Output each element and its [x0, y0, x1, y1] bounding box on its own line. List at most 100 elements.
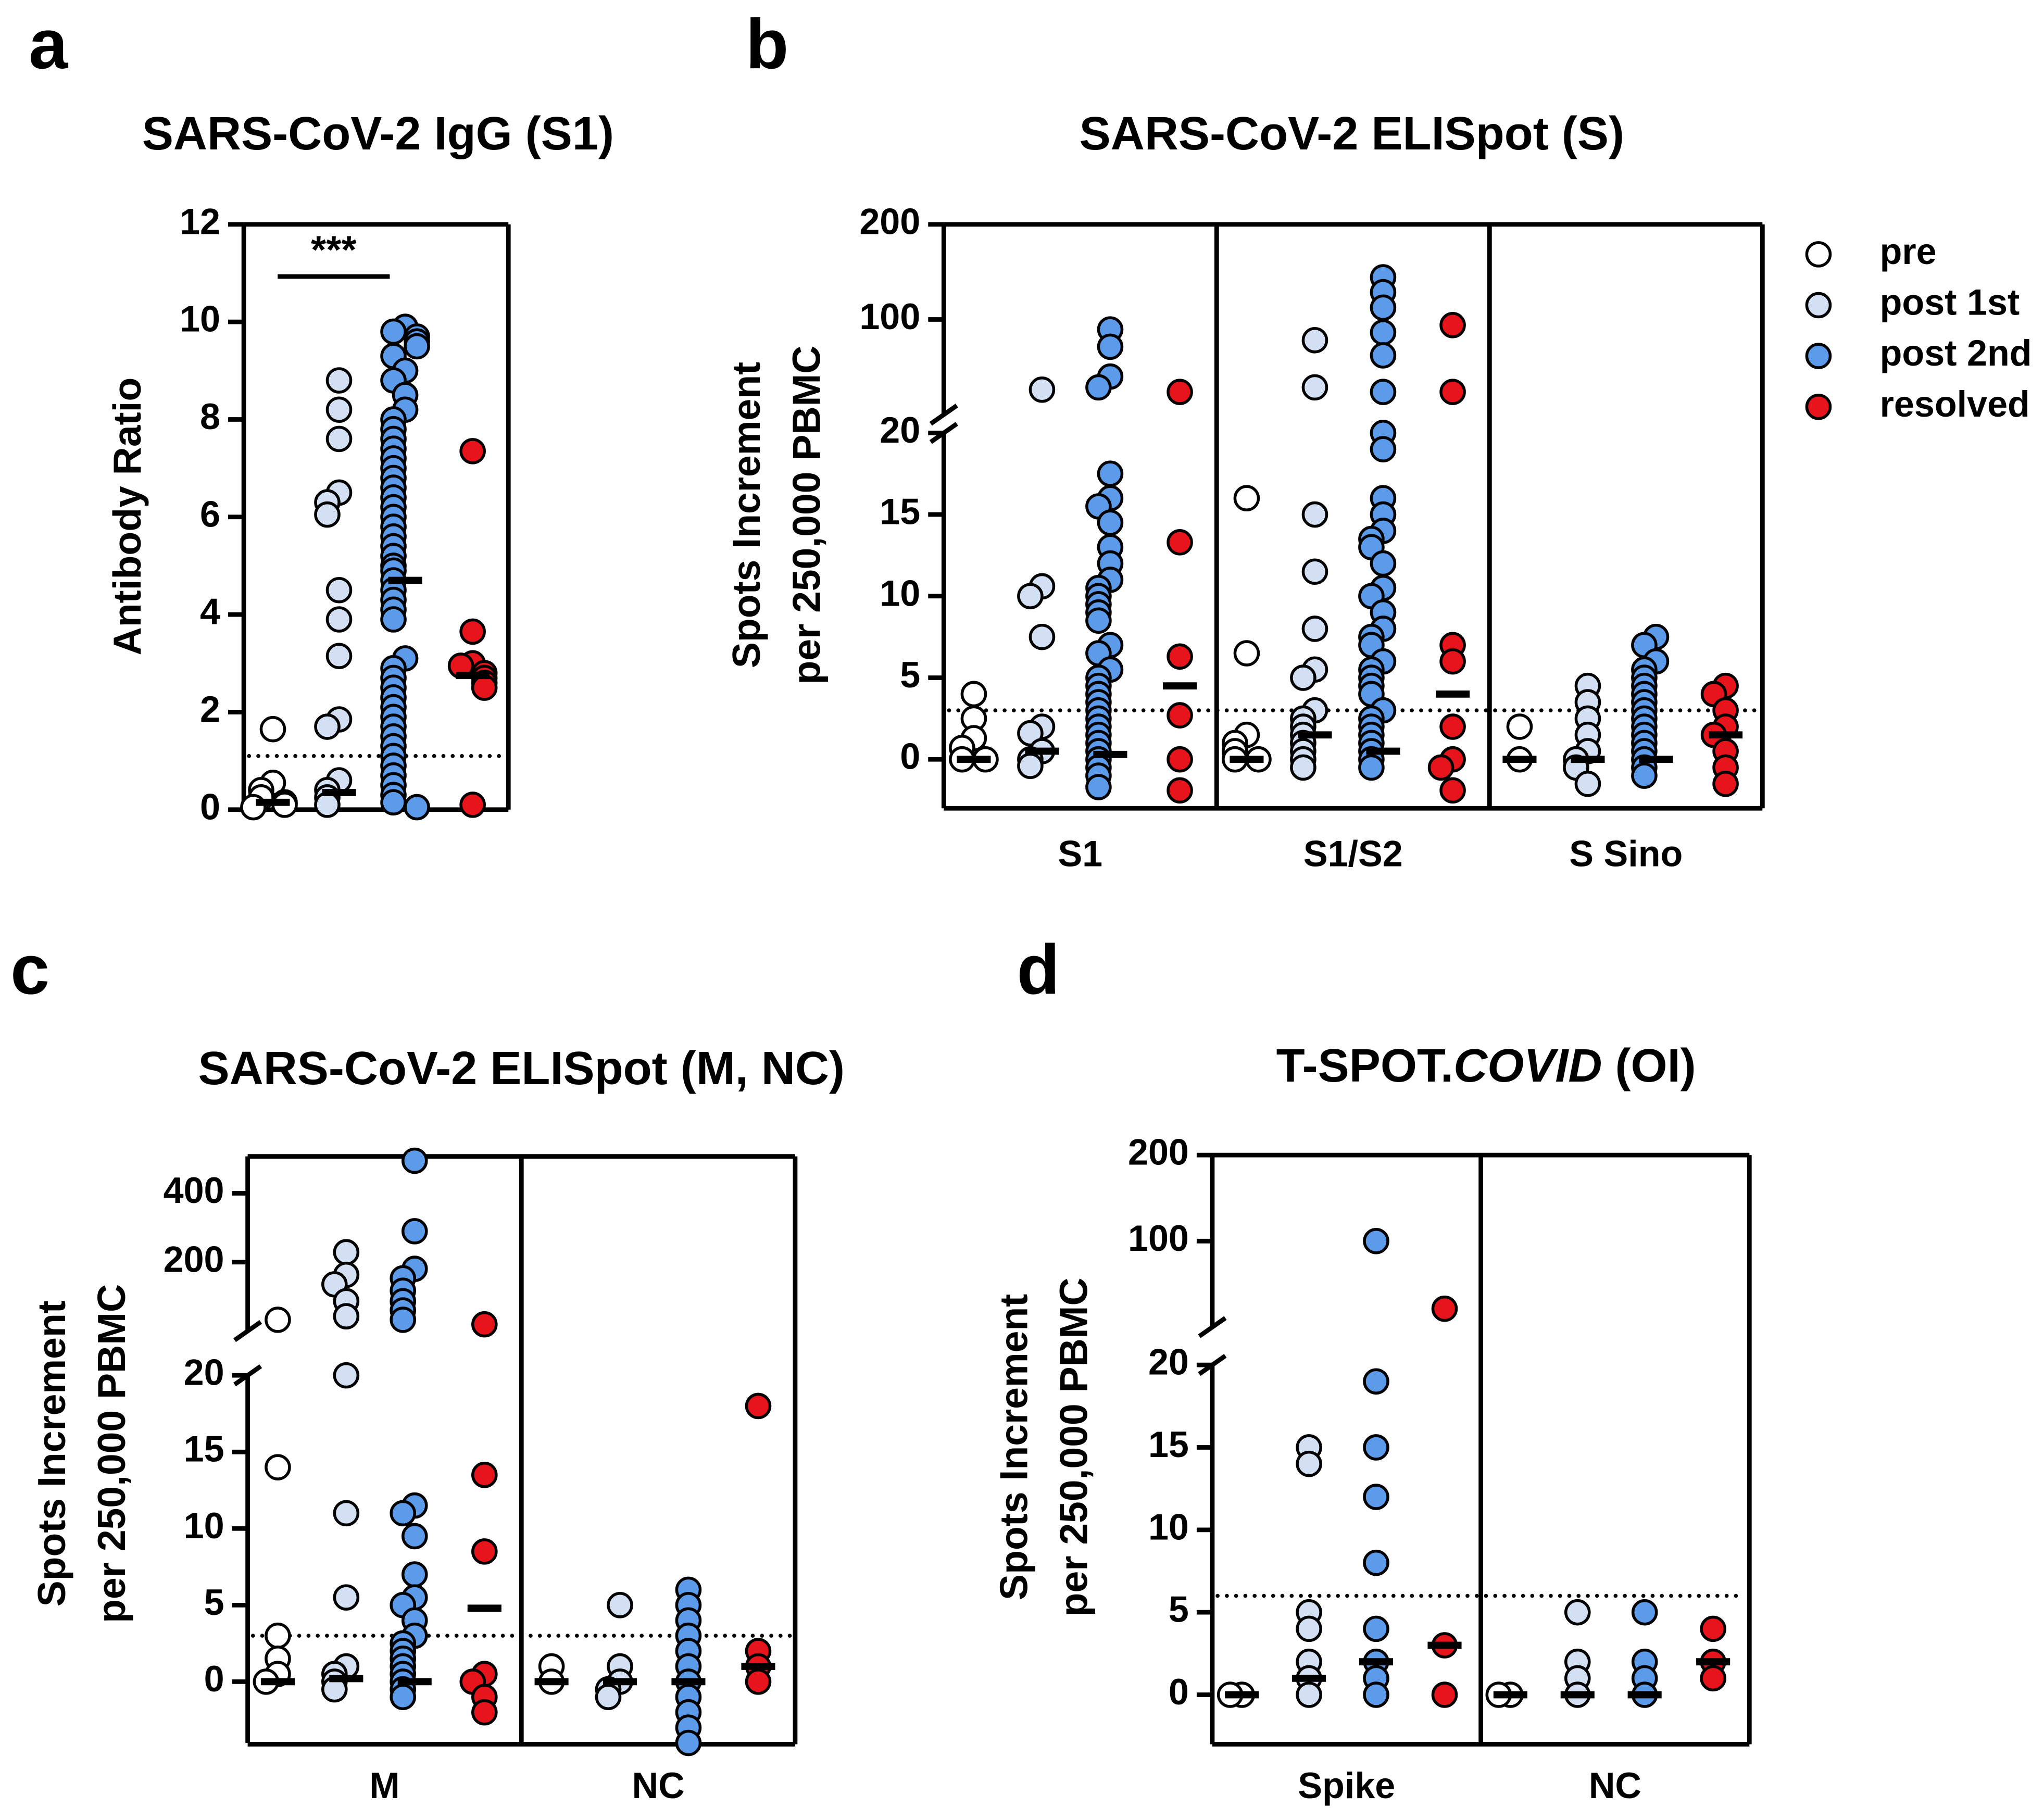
data-point — [1301, 374, 1328, 401]
y-tick-label: 4 — [200, 592, 220, 632]
data-point — [404, 794, 430, 821]
data-point — [314, 792, 341, 818]
data-point — [1290, 664, 1316, 691]
data-point — [401, 1147, 428, 1174]
y-axis-label: per 250,000 PBMC — [90, 1284, 133, 1623]
data-point — [1574, 770, 1601, 797]
y-tick-label: 0 — [900, 736, 920, 777]
data-point — [1358, 754, 1385, 781]
data-point — [1700, 1665, 1726, 1692]
legend-marker — [1805, 393, 1832, 420]
panel-letter: c — [10, 930, 49, 1009]
panel-letter: a — [29, 5, 69, 83]
data-point — [1363, 1484, 1389, 1510]
legend-marker — [1805, 343, 1832, 369]
title-part: SARS-CoV-2 ELISpot (S) — [1080, 107, 1624, 160]
y-axis-label: Spots Increment — [992, 1294, 1035, 1600]
data-point — [314, 713, 341, 740]
y-tick-label: 15 — [1148, 1424, 1189, 1465]
data-point — [1363, 1368, 1389, 1395]
data-point — [325, 643, 353, 670]
panel-title: T-SPOT.COVID (OI) — [1276, 1039, 1696, 1092]
y-tick-label: 5 — [900, 655, 920, 695]
y-tick-label: 15 — [184, 1429, 224, 1470]
data-point — [1431, 1681, 1458, 1708]
x-tick-label: NC — [632, 1765, 685, 1806]
y-tick-label: 20 — [184, 1352, 224, 1393]
data-point — [1363, 1681, 1389, 1708]
data-point — [1301, 501, 1328, 528]
data-point — [1427, 754, 1454, 781]
y-tick-label: 10 — [1148, 1507, 1189, 1547]
data-point — [1167, 643, 1193, 670]
data-point — [333, 1362, 360, 1389]
data-point — [595, 1684, 622, 1711]
data-point — [1631, 762, 1658, 789]
data-point — [1631, 1599, 1658, 1626]
data-point — [380, 318, 407, 345]
legend-label: pre — [1880, 231, 1937, 272]
data-point — [1233, 640, 1260, 667]
data-point — [333, 1584, 360, 1611]
data-point — [333, 1239, 360, 1265]
data-point — [1370, 550, 1397, 577]
data-point — [1085, 374, 1112, 401]
title-part: COVID — [1453, 1039, 1602, 1092]
data-point — [325, 396, 353, 423]
data-point — [1363, 1549, 1389, 1576]
data-point — [401, 1218, 428, 1245]
data-point — [314, 501, 341, 528]
x-tick-label: S1 — [1058, 833, 1102, 874]
data-point — [1290, 754, 1316, 781]
legend-marker — [1805, 241, 1832, 268]
y-tick-label: 10 — [184, 1505, 224, 1546]
data-point — [390, 1500, 417, 1527]
data-point — [1085, 607, 1112, 634]
y-tick-label: 6 — [200, 494, 220, 534]
y-axis-label: Spots Increment — [724, 362, 768, 668]
y-tick-label: 15 — [880, 492, 920, 532]
data-point — [1296, 1450, 1322, 1477]
data-point — [1296, 1681, 1322, 1708]
data-point — [265, 1307, 291, 1333]
data-point — [745, 1668, 772, 1695]
data-point — [1439, 777, 1466, 804]
data-point — [1506, 713, 1533, 740]
y-axis-label: per 250,000 PBMC — [784, 346, 828, 685]
data-point — [1167, 379, 1193, 405]
y-tick-label: 5 — [204, 1582, 224, 1623]
legend-label: post 1st — [1880, 282, 2020, 323]
y-tick-label: 2 — [200, 689, 220, 730]
y-axis-label: Spots Increment — [30, 1300, 73, 1606]
data-point — [259, 716, 286, 743]
y-tick-label: 100 — [859, 296, 920, 337]
data-point — [390, 1307, 417, 1333]
y-tick-label: 5 — [1169, 1589, 1189, 1630]
panel: a SARS-CoV-2 IgG (S1) Antibody Ratio 0 2 4 6 8 1… — [29, 5, 614, 827]
data-point — [265, 1622, 291, 1649]
data-point — [459, 618, 486, 645]
data-point — [325, 576, 353, 604]
y-axis-label: per 250,000 PBMC — [1051, 1277, 1095, 1616]
legend-label: resolved — [1880, 384, 2030, 424]
data-point — [325, 367, 353, 394]
title-part: (OI) — [1602, 1039, 1696, 1092]
data-point — [1167, 529, 1193, 556]
data-point — [1085, 774, 1112, 800]
data-point — [1439, 713, 1466, 740]
data-point — [1017, 720, 1044, 747]
data-point — [1370, 436, 1397, 462]
data-point — [459, 438, 486, 465]
data-point — [471, 1311, 498, 1338]
data-point — [459, 792, 486, 818]
data-point — [1167, 746, 1193, 773]
axis-break — [1198, 1316, 1227, 1338]
data-point — [1301, 327, 1328, 354]
y-tick-label: 20 — [880, 410, 920, 450]
data-point — [1370, 379, 1397, 405]
data-point — [401, 1561, 428, 1588]
data-point — [1029, 376, 1056, 403]
axis-break — [233, 1320, 262, 1342]
data-point — [1712, 770, 1739, 797]
